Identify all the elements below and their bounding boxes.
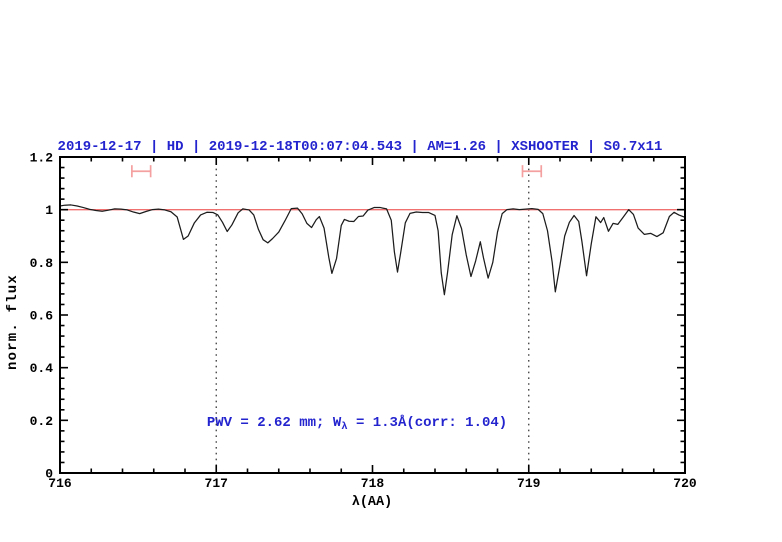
x-tick-label: 717 — [205, 476, 228, 491]
pwv-annotation-subscript: λ — [341, 421, 347, 433]
y-axis-label: norm. flux — [5, 274, 21, 370]
y-tick-label: 0.6 — [30, 309, 54, 324]
x-tick-label: 716 — [48, 476, 72, 491]
y-tick-label: 0.2 — [30, 414, 54, 429]
x-tick-label: 720 — [673, 476, 697, 491]
y-tick-label: 0.8 — [30, 256, 54, 271]
y-tick-label: 0 — [45, 467, 53, 482]
y-tick-label: 1.2 — [30, 151, 54, 166]
chart-layer: 716 717 718 719 720 0 0.2 0.4 0.6 0.8 1 1.2 — [30, 151, 697, 492]
y-tick-label: 1 — [45, 203, 53, 218]
spectrum-line — [59, 204, 686, 296]
plot-title: 2019-12-17 | HD | 2019-12-18T00:07:04.54… — [58, 139, 663, 155]
pwv-annotation-suffix: = 1.3Å(corr: 1.04) — [348, 414, 508, 431]
y-tick-label: 0.4 — [30, 361, 54, 376]
pwv-annotation-prefix: PWV = 2.62 mm; W — [207, 415, 342, 431]
x-axis-label: λ(AA) — [352, 495, 393, 510]
x-tick-label: 719 — [517, 476, 541, 491]
x-tick-label: 718 — [361, 476, 385, 491]
pwv-annotation: PWV = 2.62 mm; Wλ = 1.3Å(corr: 1.04) — [148, 414, 549, 433]
